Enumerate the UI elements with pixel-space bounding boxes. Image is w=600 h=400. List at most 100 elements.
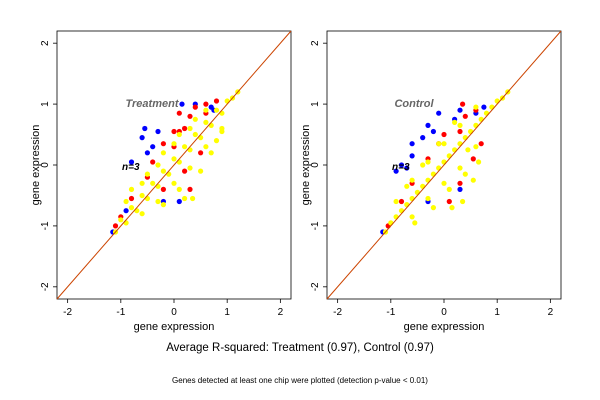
yellow-data-point [465, 147, 471, 153]
red-data-point [441, 131, 447, 138]
blue-data-point [176, 198, 182, 205]
red-data-point [171, 128, 177, 135]
blue-data-point [393, 168, 399, 174]
red-data-point [128, 195, 135, 202]
figure-caption: Average R-squared: Treatment (0.97), Con… [166, 342, 434, 354]
x-tick-label: -2 [63, 307, 72, 318]
yellow-data-point [483, 110, 490, 116]
yellow-data-point [208, 122, 214, 128]
blue-data-point [404, 165, 410, 171]
yellow-data-point [420, 183, 426, 189]
yellow-data-point [494, 98, 500, 104]
yellow-data-point [144, 171, 150, 177]
red-data-point [446, 198, 452, 205]
red-data-point [182, 125, 188, 132]
yellow-data-point [473, 104, 479, 110]
yellow-data-point [139, 192, 145, 199]
blue-data-point [150, 144, 156, 150]
x-tick-label: -1 [116, 307, 125, 318]
yellow-data-point [176, 186, 182, 192]
y-tick-label: -2 [40, 282, 51, 291]
blue-data-point [123, 208, 129, 214]
red-data-point [460, 101, 466, 107]
yellow-data-point [160, 168, 166, 174]
y-axis-ticks: -2 -1 0 1 2 [310, 40, 327, 291]
yellow-data-point [171, 180, 177, 186]
yellow-data-point [409, 195, 415, 202]
y-axis-label: gene expression [300, 125, 312, 206]
x-tick-label: 2 [278, 307, 284, 318]
yellow-data-point [473, 144, 479, 150]
x-axis-ticks: -2 -1 0 1 2 [63, 299, 284, 318]
blue-data-point [457, 107, 463, 113]
yellow-data-point [468, 128, 474, 135]
yellow-data-point [128, 186, 135, 192]
y-tick-label: -1 [40, 221, 51, 230]
blue-data-point [398, 162, 405, 168]
yellow-data-point [436, 165, 442, 171]
x-tick-label: 1 [224, 307, 230, 318]
yellow-data-point [224, 98, 230, 104]
y-tick-label: 2 [40, 40, 51, 46]
red-data-point [470, 156, 476, 162]
yellow-data-point [203, 119, 209, 125]
yellow-data-point [208, 150, 214, 156]
yellow-data-point [190, 195, 196, 202]
red-data-point [457, 128, 463, 135]
yellow-data-point [425, 159, 431, 165]
yellow-data-point [144, 195, 150, 202]
yellow-data-point [118, 217, 124, 223]
yellow-data-point [436, 141, 442, 147]
yellow-data-point [192, 131, 198, 138]
blue-data-point [430, 128, 436, 135]
yellow-data-point [171, 156, 177, 162]
yellow-data-point [460, 198, 466, 205]
yellow-data-point [425, 177, 431, 183]
x-axis-label: gene expression [404, 321, 485, 333]
yellow-data-point [425, 195, 431, 202]
x-tick-label: -2 [333, 307, 342, 318]
red-data-point [198, 150, 204, 156]
blue-data-point [142, 125, 148, 132]
y-tick-label: -1 [310, 221, 321, 230]
yellow-data-point [123, 198, 129, 205]
yellow-data-point [457, 122, 463, 128]
yellow-data-point [192, 116, 198, 122]
yellow-data-point [155, 198, 161, 205]
red-data-point [160, 141, 166, 147]
yellow-data-point [398, 208, 405, 214]
yellow-data-point [128, 205, 135, 211]
yellow-data-point [441, 180, 447, 186]
yellow-data-point [409, 214, 415, 220]
yellow-data-point [198, 168, 204, 174]
yellow-data-point [187, 165, 193, 171]
blue-data-point [155, 128, 161, 135]
blue-data-point [179, 101, 185, 107]
blue-data-point [409, 153, 415, 159]
yellow-data-point [182, 144, 188, 150]
yellow-data-point [476, 159, 482, 165]
y-tick-label: 2 [310, 40, 321, 46]
red-data-point [187, 186, 193, 192]
blue-data-point [409, 141, 415, 147]
yellow-data-point [473, 122, 479, 128]
yellow-data-point [187, 147, 193, 153]
yellow-data-point [420, 162, 426, 168]
blue-data-point [436, 110, 442, 116]
yellow-data-point [134, 208, 140, 214]
panel-title: Control [394, 98, 434, 110]
yellow-data-point [489, 104, 495, 110]
y-tick-label: -2 [310, 282, 321, 291]
red-data-point [203, 101, 209, 107]
yellow-data-point [187, 125, 193, 132]
blue-data-point [481, 104, 487, 110]
x-tick-label: 1 [494, 307, 500, 318]
x-tick-label: -1 [386, 307, 395, 318]
yellow-data-point [198, 135, 204, 141]
red-data-point [213, 98, 220, 104]
yellow-data-point [182, 195, 188, 202]
x-axis-label: gene expression [134, 321, 215, 333]
red-data-point [182, 168, 188, 174]
yellow-data-point [160, 202, 166, 208]
yellow-data-point [452, 147, 458, 153]
